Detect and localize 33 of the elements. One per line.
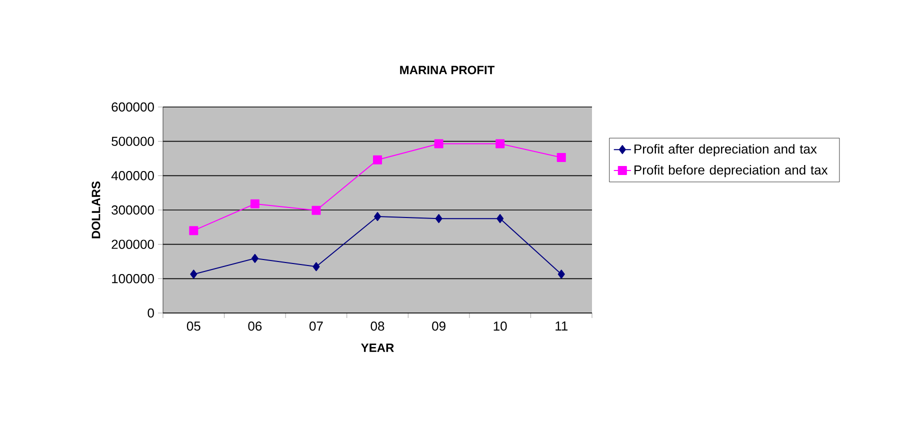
x-tick-label: 06 [248,322,262,331]
x-tick-label: 05 [186,322,200,331]
y-tick-label: 100000 [112,274,154,284]
point [251,254,258,263]
point [250,199,260,208]
point [312,262,320,272]
legend-label: Profit before depreciation and tax [634,165,828,178]
x-tick-label: 11 [556,322,568,330]
x-tick-label: 09 [432,322,446,331]
legend-label: Profit after depreciation and tax [634,144,817,156]
y-tick-label: 0 [148,308,154,318]
y-tick-label: 300000 [112,205,154,215]
y-axis-title: DOLLARS [92,181,100,238]
y-tick-label: 400000 [111,171,154,180]
point [189,226,198,236]
point [312,206,321,215]
point [373,155,382,164]
point [374,212,382,222]
x-tick-label: 07 [309,322,323,331]
point [434,139,444,148]
point [496,214,504,224]
y-tick-label: 600000 [112,102,154,112]
point [435,214,442,224]
point [558,270,565,279]
point [496,139,505,148]
x-tick-label: 10 [494,322,507,331]
chart-title: MARINA PROFIT [400,66,495,74]
y-tick-label: 200000 [112,240,154,249]
point [556,152,566,162]
point [190,270,198,279]
y-tick-label: 500000 [112,136,154,146]
x-tick-label: 08 [370,322,384,331]
x-axis-title: YEAR [361,344,394,352]
